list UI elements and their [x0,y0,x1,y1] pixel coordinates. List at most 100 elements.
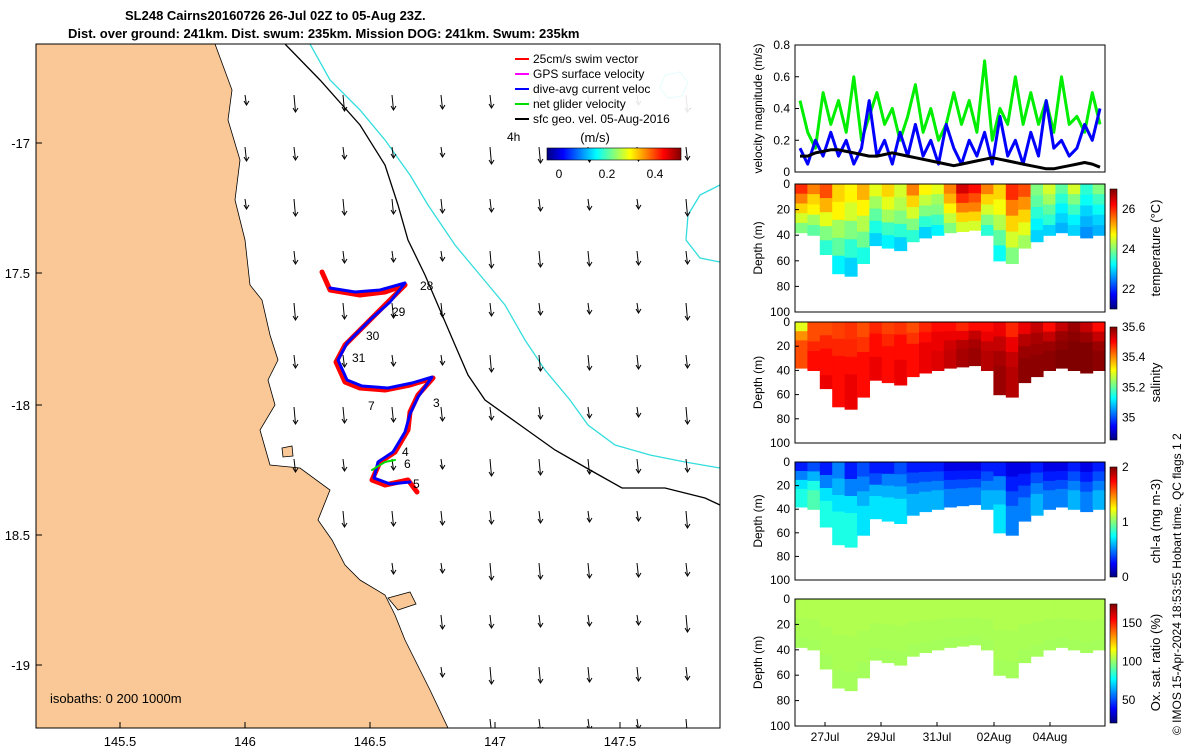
heatmap-cell [857,614,870,631]
heatmap-cell [844,653,858,673]
velocity-arrowhead [635,620,642,626]
heatmap-cell [1055,349,1069,360]
heatmap-cell [943,322,957,332]
heatmap-cell [968,193,982,203]
velocity-arrowhead [488,679,495,685]
heatmap-cell [894,638,908,653]
velocity-arrow [685,198,688,217]
heatmap-cell [832,338,846,357]
velocity-arrowhead [292,315,299,321]
heatmap-cell [1055,331,1069,341]
heatmap-cell [857,184,870,201]
heatmap-colorbar [1109,326,1118,441]
heatmap-cell [1092,351,1106,362]
legend-label: 25cm/s swim vector [533,52,638,66]
heatmap-cell [894,625,908,640]
heatmap-cell [1018,462,1032,475]
heatmap-cell [993,336,1007,352]
heatmap-cell [894,474,908,488]
heatmap-cell [844,462,858,480]
heatmap-cell [919,194,932,207]
y-tick-label: 100 [770,305,790,319]
y-tick-label: 0 [783,455,790,469]
heatmap-cell [795,618,808,629]
heatmap-cell [844,220,858,240]
heatmap-cell [1092,480,1106,491]
heatmap-cell [1055,462,1069,472]
velocity-arrow [391,562,394,575]
heatmap-cell [943,471,957,481]
y-tick-label: 0 [783,315,790,329]
heatmap-cell [968,608,982,618]
heatmap-cell [894,511,908,524]
heatmap-cell [881,611,895,625]
heatmap-cell [1043,331,1056,342]
map-y-tick-label: -19 [11,658,30,673]
heatmap-cell [956,608,970,619]
velocity-arrowhead [292,211,299,217]
heatmap-cell [881,649,895,664]
heatmap-cell [795,488,808,499]
heatmap-cell [1055,497,1069,508]
heatmap-cell [1080,362,1094,374]
velocity-arrowhead [635,364,642,370]
heatmap-cell [844,391,858,410]
velocity-arrowhead [537,518,544,524]
heatmap-cell [981,490,994,501]
heatmap-cell [993,599,1007,615]
heatmap-cell [1030,610,1044,623]
heatmap-cell [1018,209,1032,223]
legend-label: dive-avg current veloc [533,82,650,96]
velocity-arrowhead [635,468,642,474]
heatmap-cell [881,196,895,211]
velocity-arrow [391,94,394,111]
velocity-arrow [489,94,492,109]
heatmap-cell [968,202,982,213]
heatmap-cell [919,481,932,493]
heatmap-cell [1030,493,1044,506]
heatmap-cell [981,341,994,352]
heatmap-cell [1092,629,1106,641]
velocity-arrow [636,510,639,522]
heatmap-cell [1080,620,1094,632]
velocity-arrow [293,198,296,217]
heatmap-cell [881,497,895,510]
velocity-arrowhead [292,467,299,473]
heatmap-cell [832,670,846,689]
heatmap-cell [968,479,982,489]
heatmap-cell [1005,337,1019,353]
velocity-arrowhead [341,418,348,424]
glider-track [319,269,436,495]
colorbar-tick-label: 50 [1122,693,1136,707]
heatmap-cell [857,505,870,522]
heatmap-cell [919,352,932,364]
heatmap-cell [1043,351,1056,362]
heatmap-cell [795,331,808,341]
velocity-arrowhead [489,727,494,728]
velocity-arrowhead [537,470,544,476]
colorbar-tick-label: 0 [556,167,563,181]
heatmap-cell [931,341,945,352]
heatmap-cell [968,330,982,340]
velocity-arrowhead [341,106,348,112]
velocity-arrowhead [684,571,691,577]
velocity-arrowhead [488,471,495,477]
heatmap-cell [1043,499,1056,510]
heatmap-cell [832,616,846,636]
heatmap-cell [894,237,908,252]
heatmap-cell [1018,649,1032,664]
heatmap-cell [807,214,821,226]
heatmap-cell [906,599,920,611]
heatmap-cell [1043,360,1056,371]
velocity-arrow [293,146,296,161]
velocity-arrowhead [439,104,446,110]
velocity-arrow [440,614,443,630]
velocity-arrowhead [390,569,397,575]
heatmap-cell [1080,205,1094,217]
heatmap-cell [819,513,833,528]
heatmap-cell [1080,332,1094,343]
heatmap-cell [894,197,908,212]
heatmap-cell [1092,360,1106,371]
velocity-arrow [342,94,345,112]
day-label: 5 [413,477,420,491]
